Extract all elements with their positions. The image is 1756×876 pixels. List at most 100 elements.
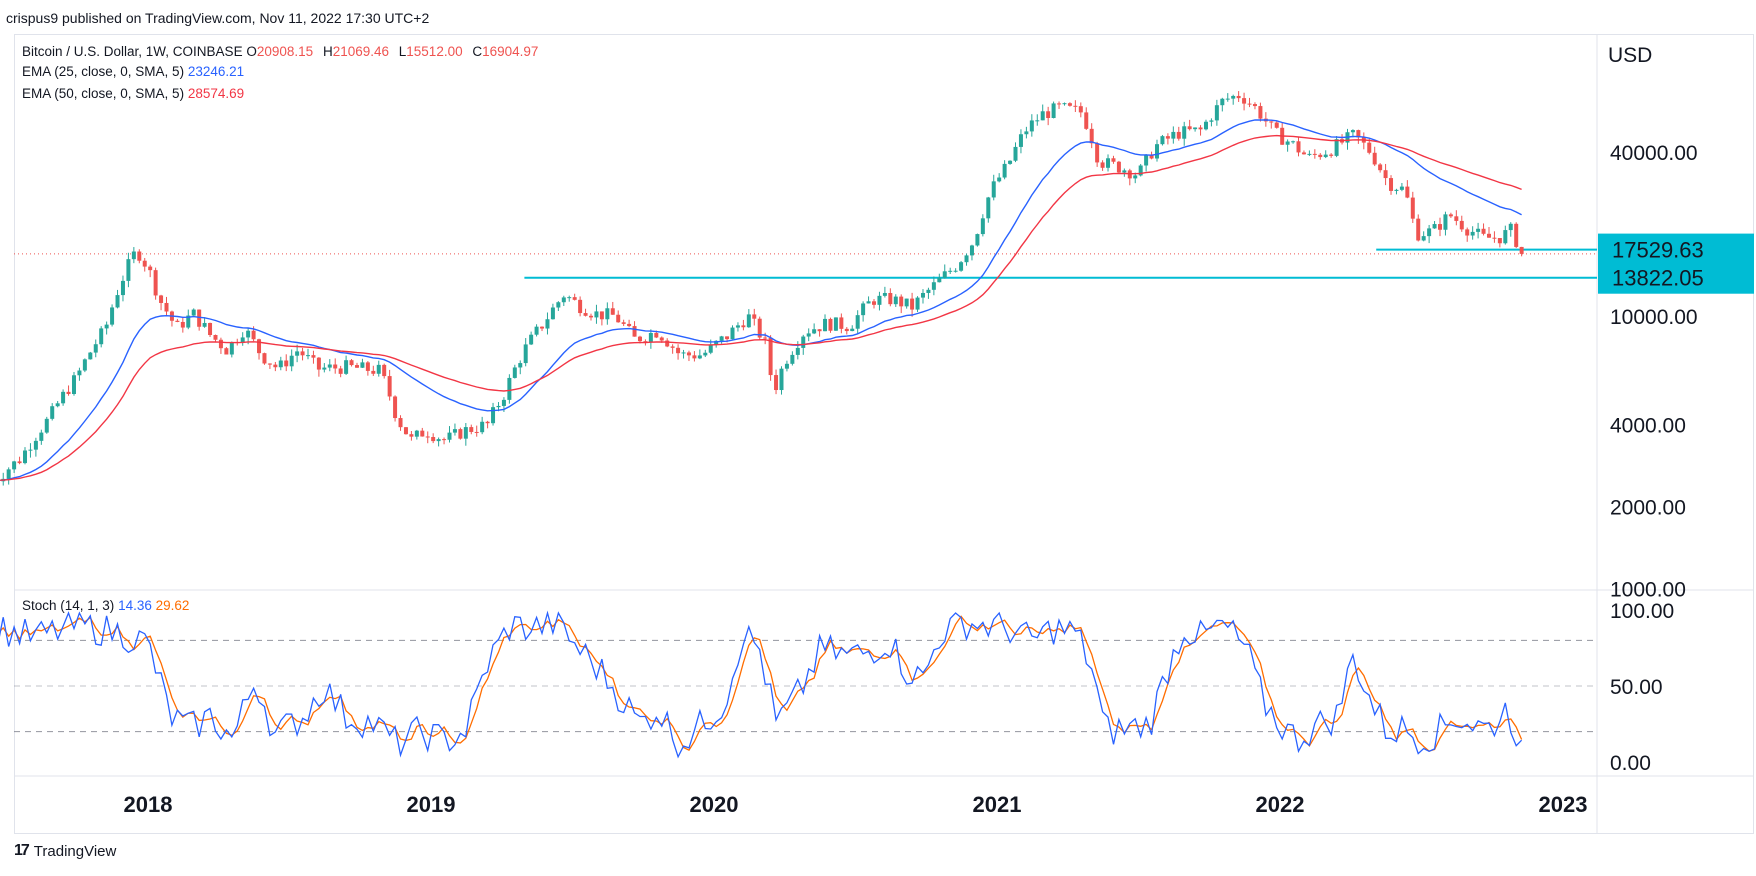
time-tick-label: 2023	[1539, 792, 1588, 817]
time-tick-label: 2022	[1256, 792, 1305, 817]
candle-body	[1062, 103, 1067, 105]
candle-body	[746, 314, 751, 328]
candle-body	[926, 289, 931, 293]
candle-body	[229, 342, 234, 355]
footer-brand[interactable]: 17 TradingView	[14, 842, 116, 860]
candle-body	[39, 432, 44, 441]
candle-body	[1165, 136, 1170, 139]
candle-body	[1002, 163, 1007, 178]
candle-body	[33, 440, 38, 450]
ema25-legend[interactable]: EMA (25, close, 0, SMA, 5) 23246.21	[22, 64, 244, 79]
candle-body	[975, 234, 980, 246]
candle-body	[1514, 223, 1519, 247]
candle-body	[1040, 111, 1045, 121]
candle-body	[403, 427, 408, 435]
candle-body	[833, 317, 838, 331]
candle-body	[1416, 218, 1421, 241]
candle-body	[474, 431, 479, 433]
candle-body	[1350, 130, 1355, 133]
ema50-label: EMA (50, close, 0, SMA, 5)	[22, 86, 185, 101]
candle-body	[779, 368, 784, 391]
candle-body	[409, 434, 414, 437]
stoch-legend[interactable]: Stoch (14, 1, 3) 14.36 29.62	[22, 598, 189, 613]
time-tick-label: 2020	[690, 792, 739, 817]
symbol-legend[interactable]: Bitcoin / U.S. Dollar, 1W, COINBASE O209…	[22, 44, 544, 59]
candle-body	[349, 360, 354, 366]
time-tick-label: 2018	[124, 792, 173, 817]
candle-body	[550, 307, 555, 320]
price-badge[interactable]	[1598, 261, 1754, 294]
price-tick-label: 2000.00	[1610, 496, 1686, 519]
candle-body	[251, 330, 256, 340]
candle-body	[599, 311, 604, 320]
candle-body	[496, 405, 501, 408]
candle-body	[159, 295, 164, 303]
candle-body	[1503, 230, 1508, 244]
candle-body	[1438, 224, 1443, 230]
candle-body	[431, 437, 436, 442]
candle-body	[763, 337, 768, 339]
price-tick-label: 40000.00	[1610, 142, 1698, 165]
candle-body	[61, 391, 66, 404]
candle-body	[1133, 175, 1138, 179]
candle-body	[1367, 142, 1372, 153]
price-badge[interactable]	[1598, 233, 1754, 266]
candle-body	[1296, 141, 1301, 153]
candle-body	[594, 311, 599, 318]
candle-body	[888, 293, 893, 305]
tradingview-logo-icon: 17	[14, 842, 30, 859]
stoch-d-value: 29.62	[155, 598, 190, 613]
candle-body	[507, 377, 512, 400]
candle-body	[708, 344, 713, 353]
candle-body	[1198, 127, 1203, 130]
candle-body	[66, 391, 71, 395]
candle-body	[1242, 98, 1247, 104]
candle-body	[1171, 131, 1176, 139]
candle-body	[376, 364, 381, 374]
candle-body	[1116, 161, 1121, 173]
candle-body	[1035, 120, 1040, 122]
candle-body	[99, 328, 104, 345]
candle-body	[463, 427, 468, 439]
candle-body	[839, 317, 844, 329]
candle-body	[784, 363, 789, 369]
ema50-legend[interactable]: EMA (50, close, 0, SMA, 5) 28574.69	[22, 86, 244, 101]
candle-body	[1432, 224, 1437, 229]
candle-body	[1182, 126, 1187, 139]
price-badge-label: 17529.63	[1612, 238, 1704, 263]
candle-body	[1106, 158, 1111, 168]
price-tick-label: 10000.00	[1610, 306, 1698, 329]
candle-body	[71, 375, 76, 395]
candle-body	[681, 352, 686, 354]
candle-body	[6, 469, 11, 479]
candle-body	[93, 344, 98, 353]
candle-body	[1089, 128, 1094, 144]
candle-body	[55, 403, 60, 407]
candle-body	[175, 320, 180, 322]
candle-body	[333, 364, 338, 369]
candle-body	[371, 370, 376, 374]
candle-body	[855, 315, 860, 329]
candle-body	[670, 346, 675, 348]
candle-body	[877, 295, 882, 305]
price-badge-label: 13822.05	[1612, 266, 1704, 291]
candle-body	[148, 266, 153, 271]
candle-body	[1018, 134, 1023, 147]
ohlc-high-value: 21069.46	[332, 44, 389, 59]
candle-body	[540, 326, 545, 329]
candle-body	[757, 318, 762, 338]
candle-body	[1291, 141, 1296, 143]
candle-body	[942, 271, 947, 278]
candle-body	[991, 181, 996, 198]
candle-body	[1476, 228, 1481, 232]
candle-body	[561, 297, 566, 303]
candle-body	[1051, 103, 1056, 118]
candle-body	[719, 336, 724, 341]
candle-body	[82, 359, 87, 371]
publisher-line: crispus9 published on TradingView.com, N…	[6, 10, 430, 26]
candle-body	[997, 177, 1002, 182]
ema50-line	[0, 134, 1522, 481]
candle-body	[1427, 228, 1432, 237]
candle-body	[458, 429, 463, 439]
